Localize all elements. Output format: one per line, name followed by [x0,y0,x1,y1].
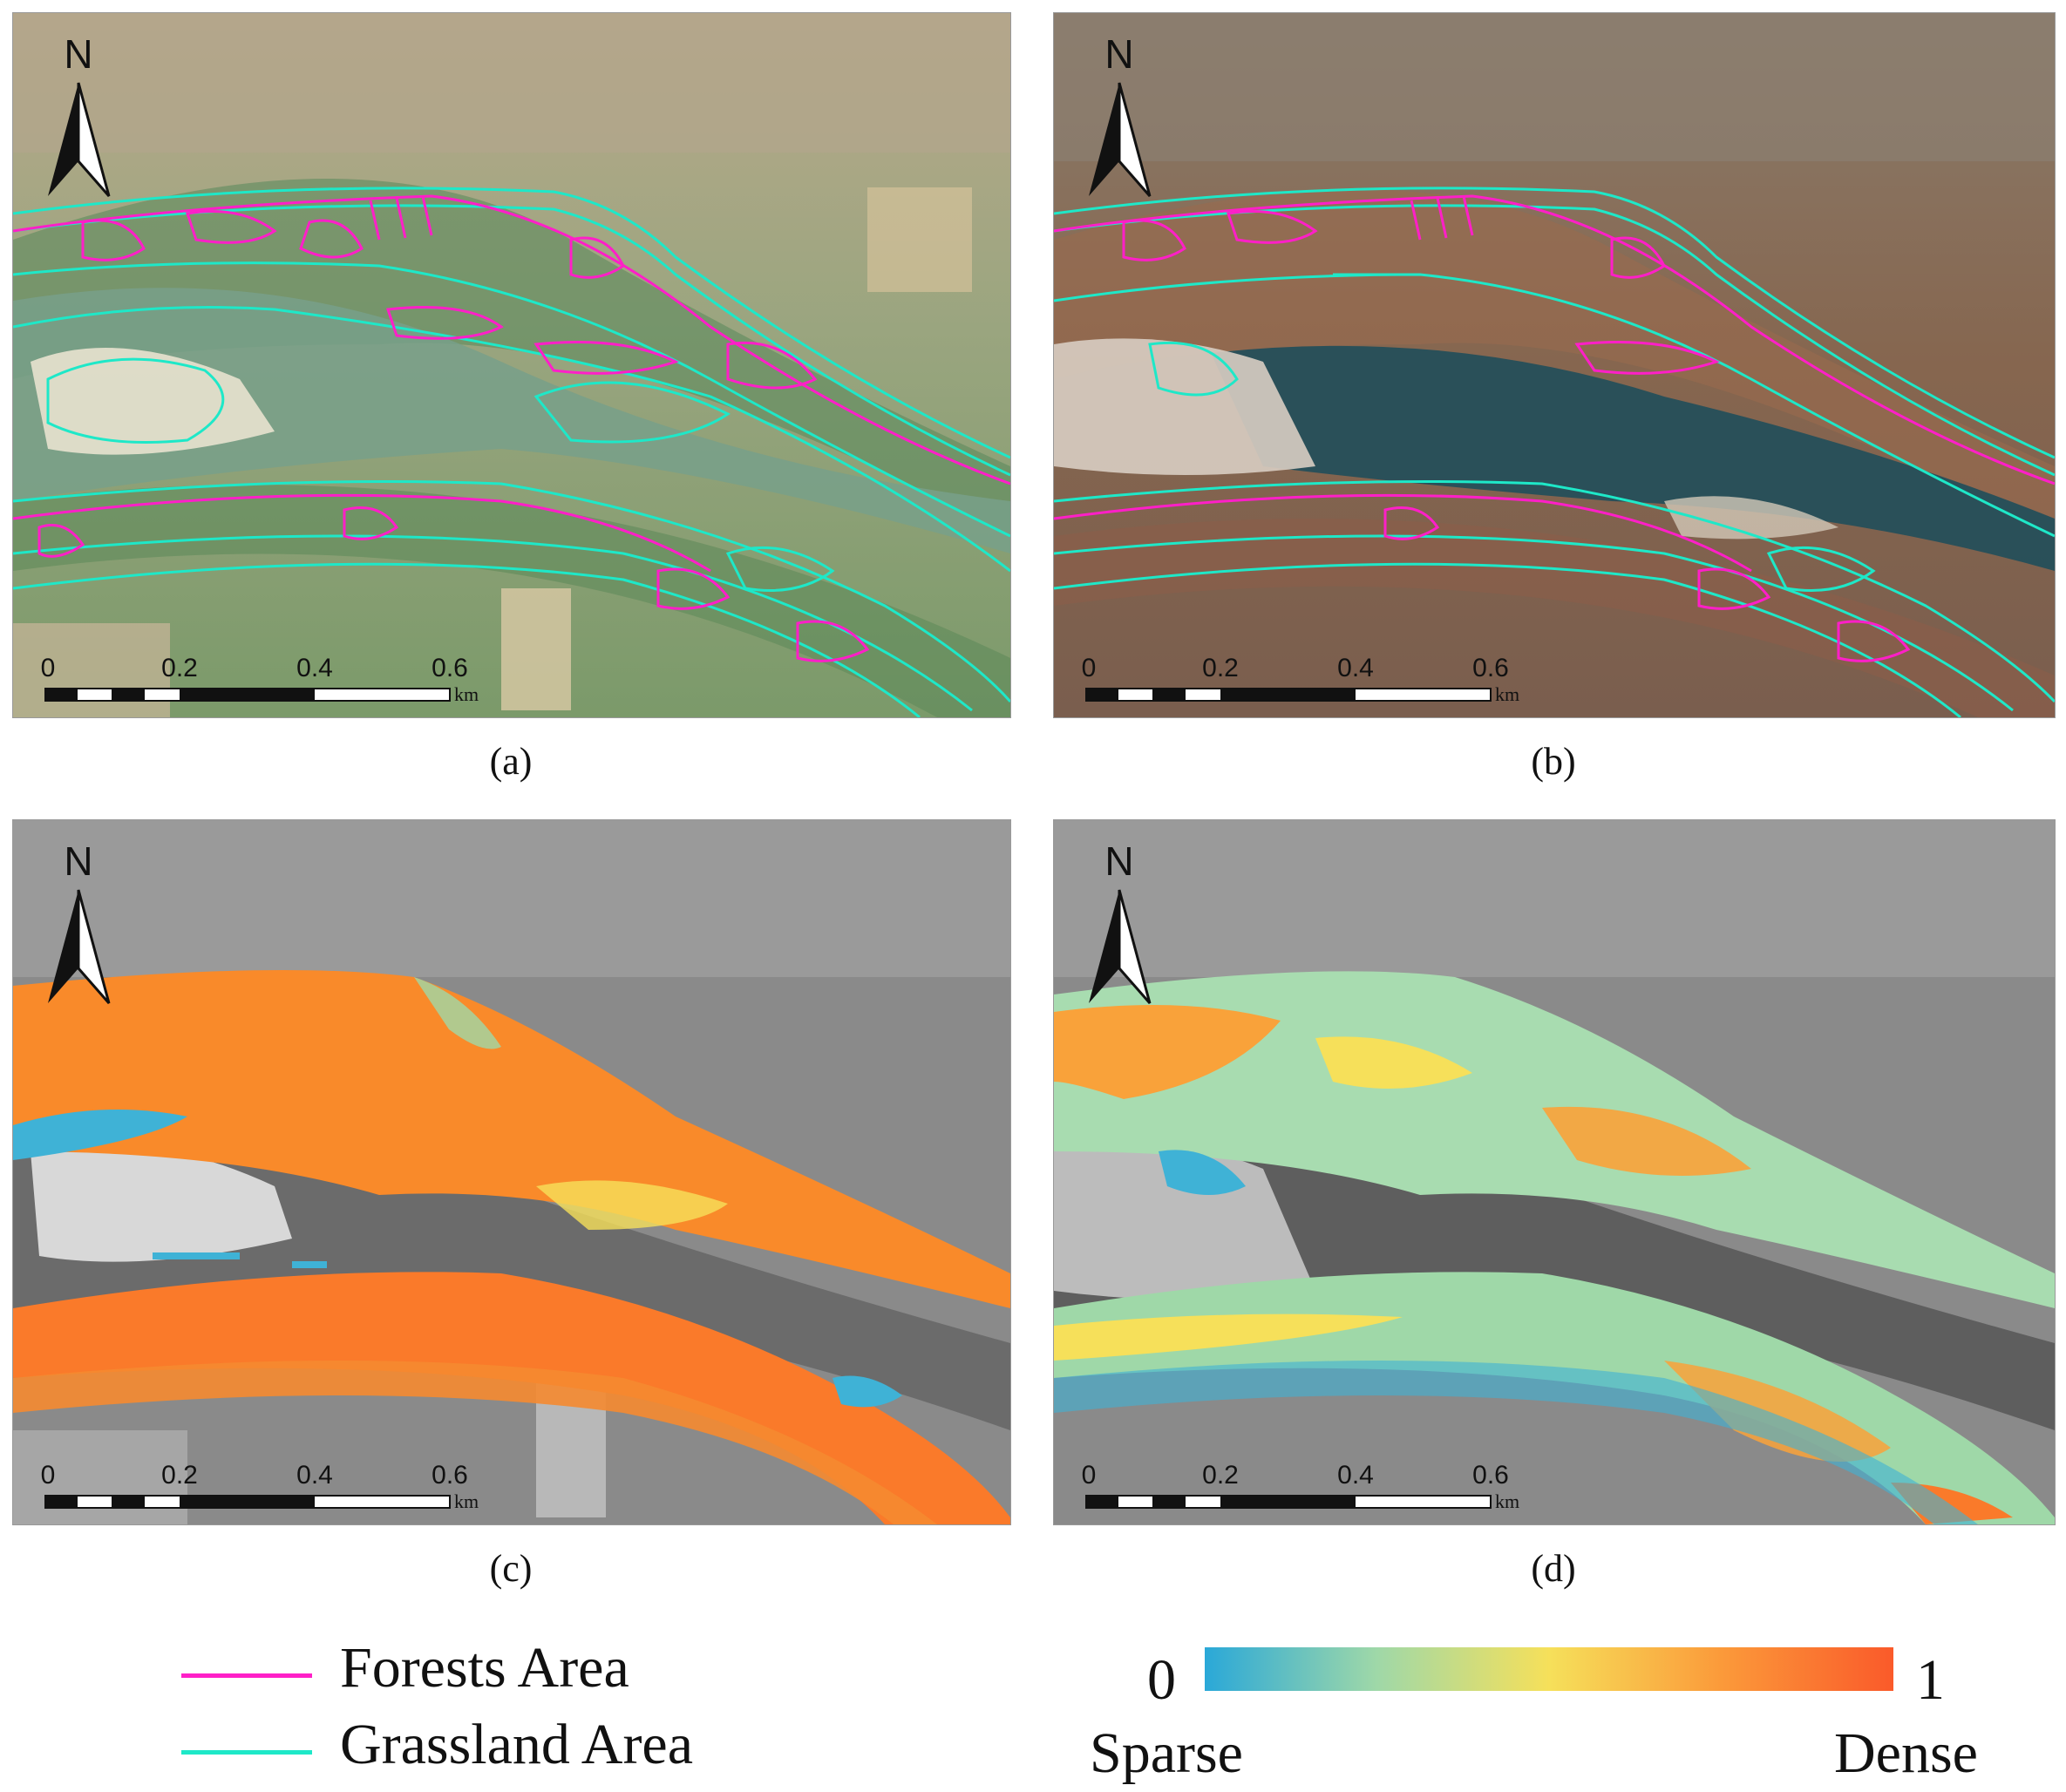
satellite-image-a [13,13,1010,717]
legend-grassland-label: Grassland Area [340,1713,694,1776]
caption-a: (a) [489,740,533,783]
colorbar-gradient [1205,1647,1893,1691]
caption-c: (c) [489,1547,533,1590]
scale-bar-graphic [44,1495,451,1509]
scale-tick-0: 0 [40,1461,56,1490]
scale-tick-3: 0.6 [432,654,468,682]
scale-bar-graphic [44,688,451,702]
scale-tick-3: 0.6 [1472,654,1509,682]
legend-forests-swatch [181,1673,312,1678]
scale-unit: km [454,1490,479,1512]
legend-forests-label: Forests Area [340,1636,629,1700]
north-label: N [1104,838,1134,884]
scale-bar: 0 0.2 0.4 0.6 km [40,654,498,706]
scale-bar: 0 0.2 0.4 0.6 km [1081,1461,1539,1513]
scale-tick-2: 0.4 [1337,1461,1374,1490]
north-arrow-icon [1089,889,1152,1004]
density-map-c [13,820,1010,1524]
north-arrow-icon [48,82,111,197]
scale-tick-0: 0 [1081,654,1097,682]
scale-bar-graphic [1085,1495,1492,1509]
map-panel-a: N 0 0.2 0.4 0.6 km [12,12,1011,718]
scale-unit: km [1495,683,1520,705]
density-map-d [1054,820,2055,1524]
north-arrow: N [39,838,118,1012]
scale-tick-1: 0.2 [1202,654,1239,682]
scale-tick-1: 0.2 [1202,1461,1239,1490]
north-arrow-icon [1089,82,1152,197]
caption-b: (b) [1531,740,1576,783]
scale-unit: km [454,683,479,705]
scale-tick-1: 0.2 [161,654,198,682]
north-arrow: N [1080,31,1159,205]
satellite-image-b [1054,13,2055,717]
scale-tick-2: 0.4 [1337,654,1374,682]
caption-d: (d) [1531,1547,1576,1590]
map-panel-d: N 0 0.2 0.4 0.6 km [1053,819,2056,1525]
scale-tick-0: 0 [40,654,56,682]
colorbar-min-label: 0 [1147,1648,1176,1712]
scale-tick-1: 0.2 [161,1461,198,1490]
north-label: N [64,838,93,884]
scale-tick-3: 0.6 [1472,1461,1509,1490]
scale-bar-graphic [1085,688,1492,702]
scale-unit: km [1495,1490,1520,1512]
colorbar-high-label: Dense [1834,1721,1978,1785]
north-arrow: N [1080,838,1159,1012]
north-arrow: N [39,31,118,205]
north-label: N [64,31,93,77]
map-panel-b: N 0 0.2 0.4 0.6 km [1053,12,2056,718]
map-panel-c: N 0 0.2 0.4 0.6 km [12,819,1011,1525]
north-arrow-icon [48,889,111,1004]
north-label: N [1104,31,1134,77]
scale-tick-0: 0 [1081,1461,1097,1490]
scale-tick-2: 0.4 [296,654,333,682]
scale-bar: 0 0.2 0.4 0.6 km [40,1461,498,1513]
scale-tick-2: 0.4 [296,1461,333,1490]
scale-tick-3: 0.6 [432,1461,468,1490]
colorbar-low-label: Sparse [1090,1721,1243,1785]
legend-grassland-swatch [181,1750,312,1755]
colorbar-max-label: 1 [1916,1648,1945,1712]
scale-bar: 0 0.2 0.4 0.6 km [1081,654,1539,706]
